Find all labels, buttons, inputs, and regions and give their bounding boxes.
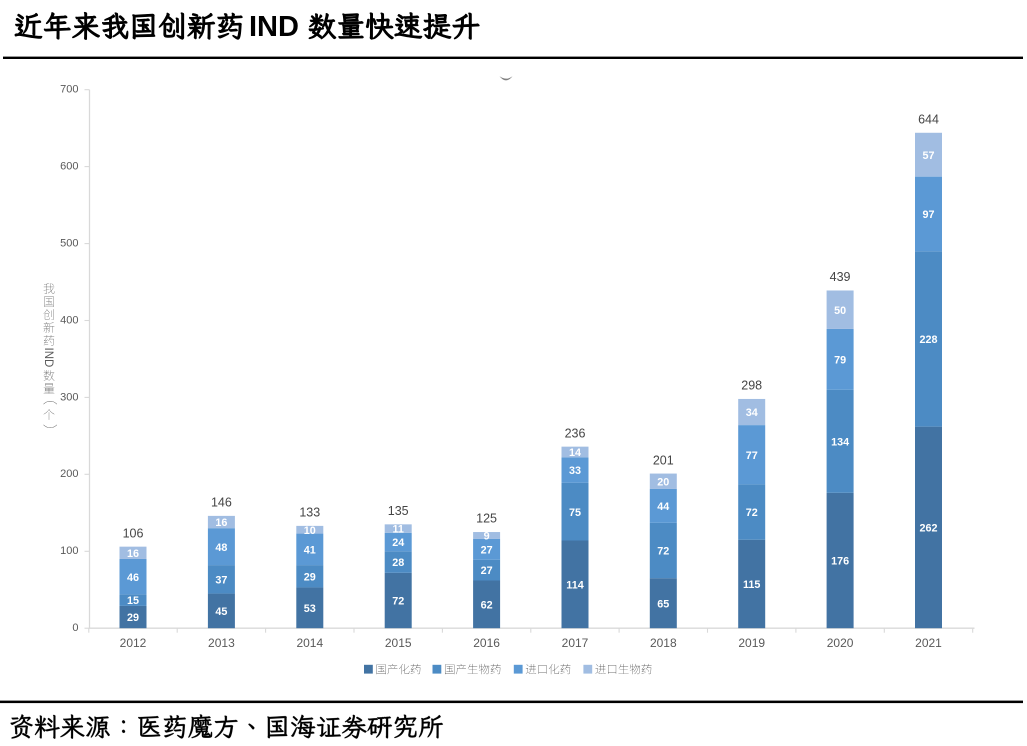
svg-text:29: 29 (127, 612, 139, 624)
svg-text:2021: 2021 (915, 636, 942, 650)
svg-text:2019: 2019 (738, 636, 765, 650)
svg-text:11: 11 (392, 524, 403, 536)
svg-text:27: 27 (481, 565, 493, 577)
svg-text:15: 15 (127, 595, 139, 607)
svg-text:62: 62 (481, 600, 493, 612)
svg-text:134: 134 (831, 436, 849, 448)
svg-text:2018: 2018 (650, 636, 677, 650)
svg-text:72: 72 (392, 596, 404, 608)
svg-text:2013: 2013 (208, 636, 235, 650)
svg-text:44: 44 (657, 501, 669, 513)
svg-text:57: 57 (922, 150, 934, 162)
svg-text:29: 29 (304, 571, 316, 583)
svg-text:28: 28 (392, 557, 404, 569)
svg-text:16: 16 (127, 548, 139, 560)
svg-text:176: 176 (831, 556, 849, 568)
svg-text:2017: 2017 (562, 636, 589, 650)
svg-text:72: 72 (657, 546, 669, 558)
svg-text:100: 100 (60, 545, 78, 557)
svg-text:125: 125 (476, 512, 497, 526)
svg-text:400: 400 (60, 314, 78, 326)
svg-text:46: 46 (127, 572, 139, 584)
svg-text:14: 14 (569, 447, 581, 459)
svg-text:79: 79 (834, 354, 846, 366)
svg-text:439: 439 (830, 270, 851, 284)
svg-text:115: 115 (743, 579, 760, 591)
svg-text:146: 146 (211, 496, 232, 510)
svg-text:27: 27 (481, 544, 493, 556)
svg-text:33: 33 (569, 465, 581, 477)
svg-text:IND: IND (42, 348, 54, 368)
svg-text:16: 16 (215, 517, 227, 529)
svg-text:644: 644 (918, 113, 939, 127)
svg-text:236: 236 (565, 426, 586, 440)
svg-text:114: 114 (566, 580, 583, 592)
svg-text:228: 228 (919, 334, 937, 346)
svg-text:77: 77 (746, 450, 758, 462)
svg-text:75: 75 (569, 507, 581, 519)
svg-text:97: 97 (922, 209, 934, 221)
svg-text:201: 201 (653, 453, 674, 467)
svg-text:41: 41 (304, 544, 316, 556)
svg-text:48: 48 (215, 542, 227, 554)
svg-text:2016: 2016 (473, 636, 500, 650)
svg-text:600: 600 (60, 161, 78, 173)
svg-text:20: 20 (657, 476, 669, 488)
svg-text:10: 10 (304, 525, 316, 537)
svg-text:2012: 2012 (120, 636, 147, 650)
svg-text:72: 72 (746, 507, 758, 519)
svg-text:65: 65 (657, 598, 669, 610)
svg-text:2014: 2014 (296, 636, 323, 650)
svg-text:IND: IND (249, 11, 299, 43)
svg-text:53: 53 (304, 603, 316, 615)
svg-text:2015: 2015 (385, 636, 412, 650)
svg-text:200: 200 (60, 468, 78, 480)
svg-text:0: 0 (72, 622, 78, 634)
svg-text:262: 262 (919, 523, 937, 535)
svg-text:106: 106 (123, 526, 144, 540)
svg-text:300: 300 (60, 391, 78, 403)
svg-text:9: 9 (484, 531, 490, 543)
svg-text:2020: 2020 (827, 636, 854, 650)
svg-text:34: 34 (746, 407, 758, 419)
svg-text:24: 24 (392, 537, 404, 549)
svg-text:50: 50 (834, 305, 846, 317)
svg-text:45: 45 (215, 606, 227, 618)
svg-text:135: 135 (388, 504, 409, 518)
svg-text:700: 700 (60, 84, 78, 96)
svg-text:37: 37 (215, 575, 227, 587)
svg-text:500: 500 (60, 238, 78, 250)
svg-text:133: 133 (299, 506, 320, 520)
svg-text:298: 298 (741, 379, 762, 393)
